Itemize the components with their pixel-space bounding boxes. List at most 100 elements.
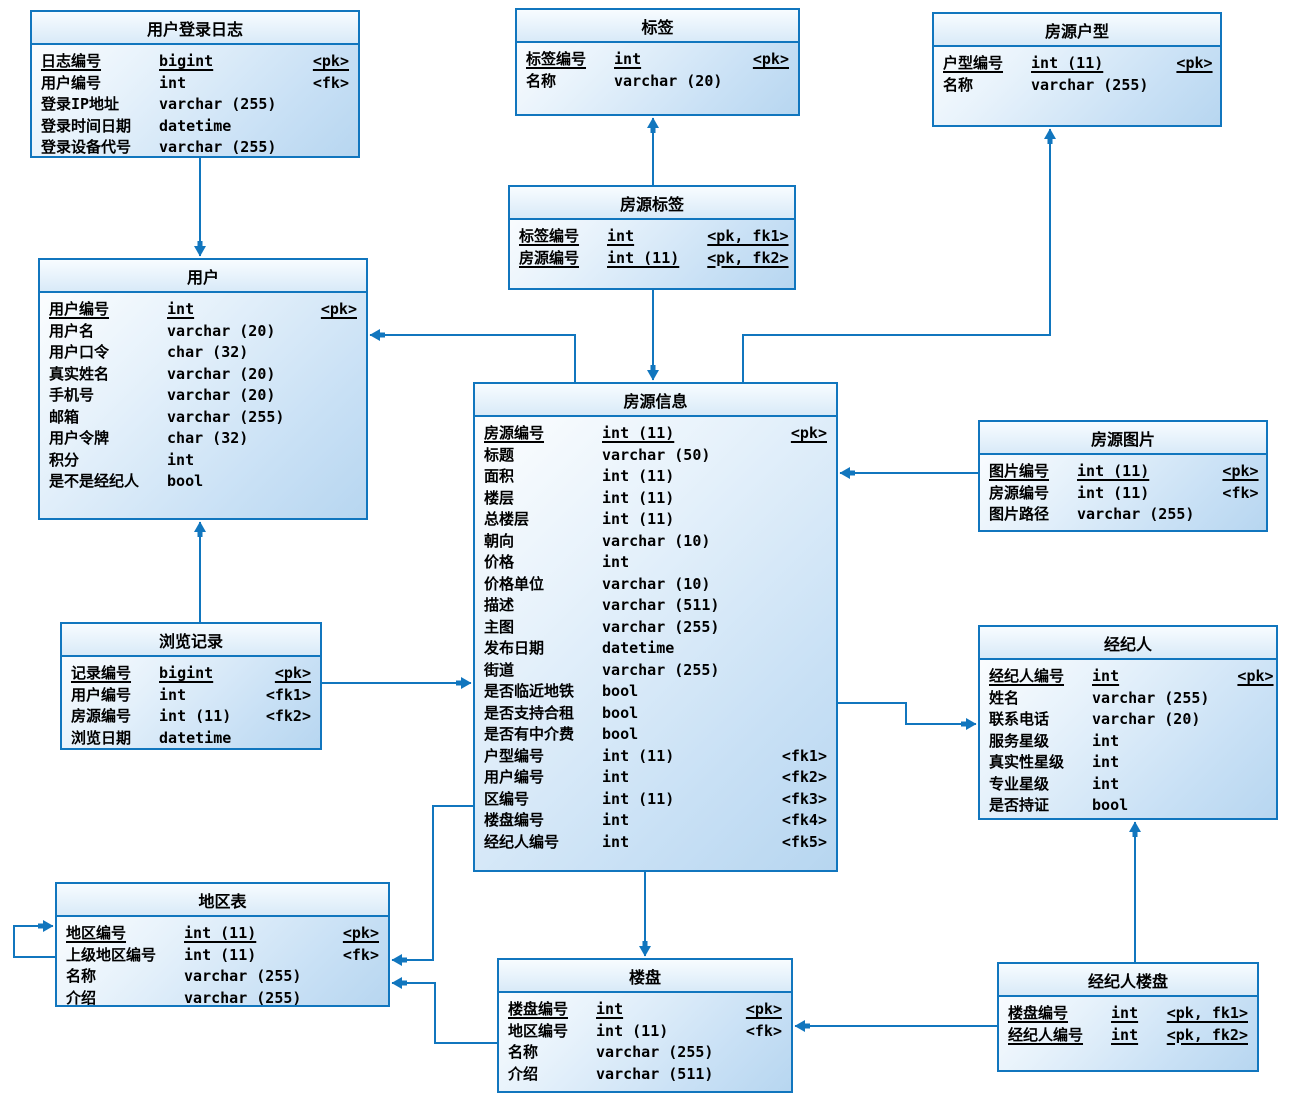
field-name: 专业星级 <box>989 774 1050 793</box>
table-tag[interactable]: 标签 标签编号 int <pk> 名称 varchar (20) <box>515 8 800 116</box>
field-key: <pk> <box>790 424 827 442</box>
table-house_tag[interactable]: 房源标签 标签编号 int <pk, fk1> 房源编号 int (11) <pk, fk2… <box>508 185 796 290</box>
field-name: 是否临近地铁 <box>484 682 575 700</box>
field-type: int <box>607 227 635 245</box>
field-key <box>321 321 357 343</box>
field-key <box>343 966 379 988</box>
field-name: 介绍 <box>508 1064 539 1083</box>
field-name: 地区编号 <box>66 924 127 942</box>
table-fields: 经纪人编号 int <pk> 姓名 varchar (255) 联系电话 varchar (… <box>980 660 1276 823</box>
field-key: <pk> <box>320 300 357 318</box>
field-name: 面积 <box>484 467 515 485</box>
field-name: 图片路径 <box>989 505 1050 523</box>
field-type: int (11) <box>596 1021 669 1040</box>
field-name: 手机号 <box>49 386 95 404</box>
table-user[interactable]: 用户 用户编号 int <pk> 用户名 varchar (20) 用户口令 char (32… <box>38 258 368 520</box>
field-key <box>782 466 827 488</box>
table-title: 浏览记录 <box>62 624 320 657</box>
table-title: 经纪人楼盘 <box>999 964 1257 997</box>
field-type: varchar (20) <box>167 386 276 404</box>
table-title: 经纪人 <box>980 627 1276 660</box>
field-name: 真实姓名 <box>49 364 110 383</box>
table-fields: 标签编号 int <pk, fk1> 房源编号 int (11) <pk, fk2> <box>510 220 794 275</box>
table-user_login_log[interactable]: 用户登录日志 日志编号 bigint <pk> 用户编号 int <fk> 登录IP地址 var… <box>30 10 360 158</box>
field-key: <pk, fk2> <box>707 248 789 267</box>
field-type: int <box>159 73 187 92</box>
field-type: bool <box>167 472 204 490</box>
field-name: 是否持证 <box>989 796 1050 814</box>
field-key <box>782 574 827 596</box>
field-name: 楼盘编号 <box>508 1000 569 1018</box>
field-name: 描述 <box>484 596 515 614</box>
field-type: bool <box>602 703 639 722</box>
table-agent_building[interactable]: 经纪人楼盘 楼盘编号 int <pk, fk1> 经纪人编号 int <pk, fk2> <box>997 962 1259 1072</box>
relationship-building-region <box>391 977 497 1044</box>
field-type: int (11) <box>1031 54 1104 72</box>
field-key <box>313 137 349 159</box>
field-type: int <box>159 685 187 704</box>
field-type: int (11) <box>159 707 232 725</box>
field-key <box>1237 795 1273 817</box>
field-name: 地区编号 <box>508 1021 569 1040</box>
field-name: 用户编号 <box>49 300 110 318</box>
field-type: int <box>1092 667 1120 685</box>
field-type: int (11) <box>607 248 680 267</box>
table-browse_record[interactable]: 浏览记录 记录编号 bigint <pk> 用户编号 int <fk1> 房源编号 int (1… <box>60 622 322 750</box>
field-name: 用户口令 <box>49 343 110 361</box>
field-key <box>782 488 827 510</box>
table-fields: 记录编号 bigint <pk> 用户编号 int <fk1> 房源编号 int (11) <f… <box>62 657 320 755</box>
field-name: 登录设备代号 <box>41 138 132 156</box>
field-key <box>782 703 827 725</box>
field-type: int (11) <box>602 488 675 507</box>
table-title: 标签 <box>517 10 798 43</box>
field-name: 房源编号 <box>519 248 580 267</box>
field-key <box>746 1064 782 1086</box>
table-title: 地区表 <box>57 884 388 917</box>
table-title: 房源标签 <box>510 187 794 220</box>
field-type: int (11) <box>1077 483 1150 502</box>
table-title: 用户 <box>40 260 366 293</box>
field-type: int (11) <box>602 789 675 808</box>
table-house_image[interactable]: 房源图片 图片编号 int (11) <pk> 房源编号 int (11) <fk> 图片路径… <box>978 420 1268 532</box>
field-key: <pk, fk1> <box>707 227 789 245</box>
field-name: 主图 <box>484 617 515 636</box>
table-fields: 楼盘编号 int <pk, fk1> 经纪人编号 int <pk, fk2> <box>999 997 1257 1052</box>
table-house_type[interactable]: 房源户型 户型编号 int (11) <pk> 名称 varchar (255) <box>932 12 1222 127</box>
field-name: 姓名 <box>989 688 1020 707</box>
field-key: <fk2> <box>781 768 827 786</box>
field-key <box>313 116 349 138</box>
field-type: varchar (20) <box>1092 710 1201 728</box>
field-type: varchar (20) <box>167 321 276 340</box>
table-agent[interactable]: 经纪人 经纪人编号 int <pk> 姓名 varchar (255) 联系电话 varcha… <box>978 625 1278 820</box>
field-type: int <box>602 768 630 786</box>
table-building[interactable]: 楼盘 楼盘编号 int <pk> 地区编号 int (11) <fk> 名称 varchar (… <box>497 958 793 1093</box>
field-key <box>343 988 379 1010</box>
field-type: int <box>602 811 630 829</box>
field-name: 户型编号 <box>484 746 545 765</box>
field-key <box>753 71 789 93</box>
field-type: bool <box>1092 796 1129 814</box>
field-name: 名称 <box>526 71 557 90</box>
table-house_info[interactable]: 房源信息 房源编号 int (11) <pk> 标题 varchar (50) 面积 int … <box>473 382 838 872</box>
field-name: 经纪人编号 <box>989 667 1065 685</box>
field-name: 楼盘编号 <box>1008 1004 1069 1022</box>
field-name: 价格 <box>484 553 515 571</box>
relationship-region-region-self <box>13 920 55 958</box>
field-key: <fk3> <box>781 789 827 808</box>
table-region[interactable]: 地区表 地区编号 int (11) <pk> 上级地区编号 int (11) <fk> 名称 v… <box>55 882 390 1007</box>
field-key <box>321 385 357 407</box>
field-name: 标题 <box>484 445 515 464</box>
field-type: int (11) <box>184 924 257 942</box>
field-name: 日志编号 <box>41 52 102 70</box>
field-name: 朝向 <box>484 531 515 550</box>
field-key: <fk4> <box>781 811 827 829</box>
field-type: int (11) <box>184 945 257 964</box>
field-key <box>1237 709 1273 731</box>
field-name: 楼层 <box>484 488 515 507</box>
field-key <box>321 364 357 386</box>
field-type: int (11) <box>602 746 675 765</box>
field-name: 房源编号 <box>484 424 545 442</box>
table-fields: 用户编号 int <pk> 用户名 varchar (20) 用户口令 char (32) 真… <box>40 293 366 499</box>
field-type: varchar (10) <box>602 574 711 593</box>
